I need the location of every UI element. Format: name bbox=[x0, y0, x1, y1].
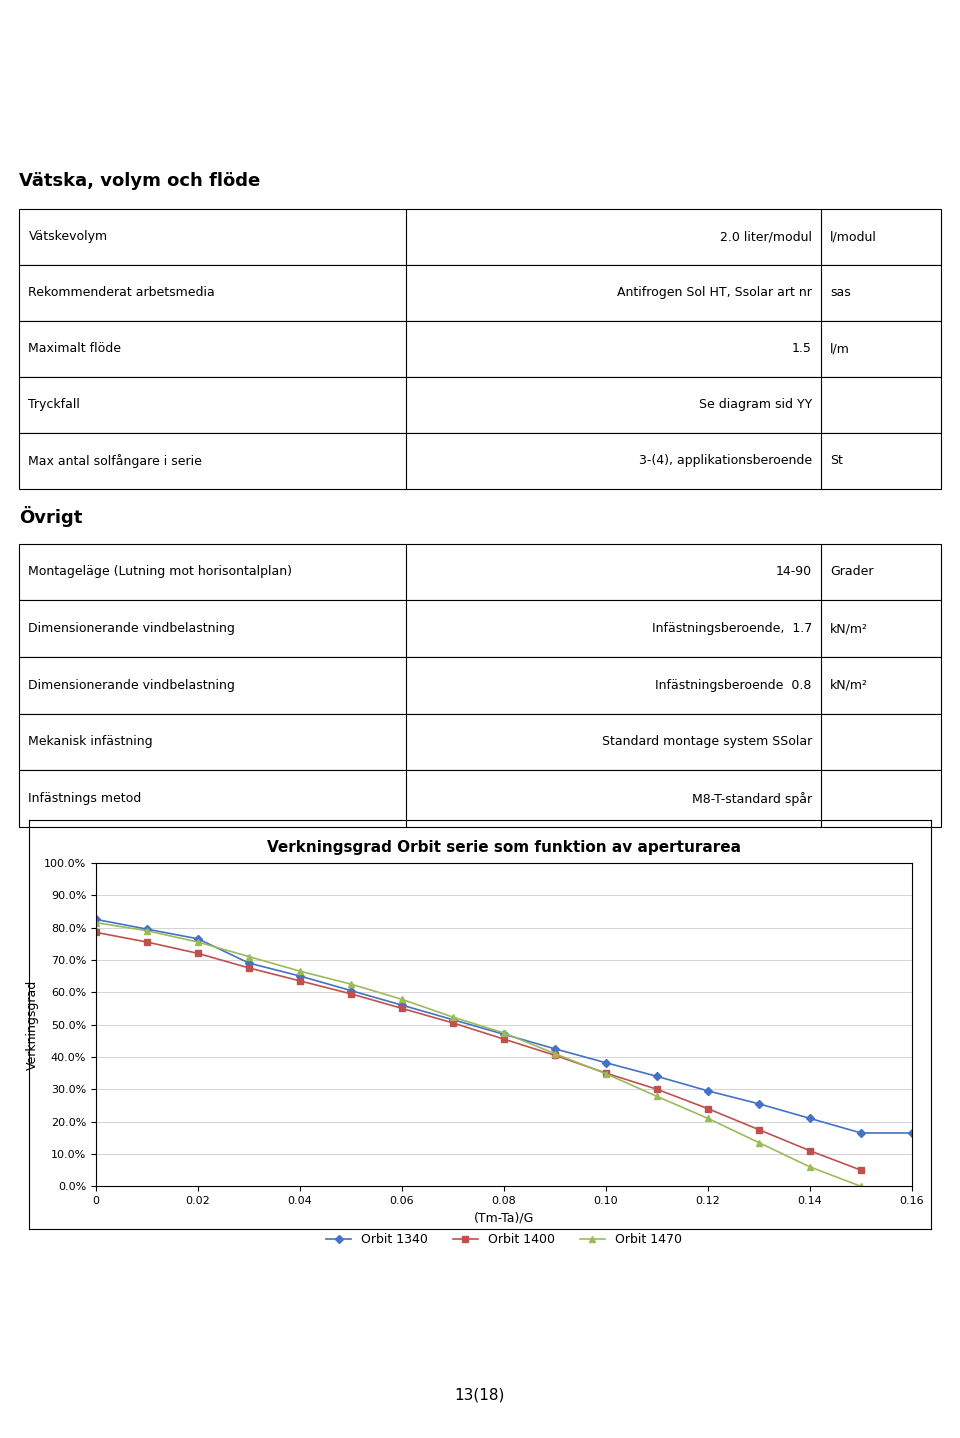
Text: 13(18): 13(18) bbox=[455, 1388, 505, 1402]
Orbit 1470 bbox=[396, 991, 408, 1008]
Text: kN/m²: kN/m² bbox=[830, 679, 868, 692]
Text: Dimensionerande vindbelastning: Dimensionerande vindbelastning bbox=[29, 679, 235, 692]
Text: Vätskevolym: Vätskevolym bbox=[29, 230, 108, 243]
Bar bbox=[19, 544, 941, 600]
Text: M8-T-standard spår: M8-T-standard spår bbox=[691, 791, 812, 805]
Orbit 1340 bbox=[396, 997, 408, 1014]
Bar bbox=[19, 209, 941, 265]
Line: Orbit 1470: Orbit 1470 bbox=[93, 920, 864, 1189]
Orbit 1470 bbox=[192, 933, 204, 951]
Bar bbox=[19, 433, 941, 489]
Orbit 1470 bbox=[243, 948, 254, 965]
X-axis label: (Tm-Ta)/G: (Tm-Ta)/G bbox=[474, 1212, 534, 1225]
Text: sas: sas bbox=[830, 286, 851, 299]
Orbit 1470 bbox=[294, 962, 305, 979]
Text: 1.5: 1.5 bbox=[792, 342, 812, 355]
Legend: Orbit 1340, Orbit 1400, Orbit 1470: Orbit 1340, Orbit 1400, Orbit 1470 bbox=[321, 1228, 687, 1251]
Orbit 1340 bbox=[651, 1067, 662, 1084]
Text: Övrigt: Övrigt bbox=[19, 506, 83, 526]
Bar bbox=[19, 657, 941, 713]
Orbit 1470 bbox=[141, 922, 153, 939]
Text: Se diagram sid YY: Se diagram sid YY bbox=[699, 398, 812, 411]
Bar bbox=[19, 600, 941, 657]
Orbit 1400 bbox=[243, 959, 254, 976]
Text: Vätska, volym och flöde: Vätska, volym och flöde bbox=[19, 173, 260, 190]
Orbit 1400 bbox=[141, 933, 153, 951]
Text: l/modul: l/modul bbox=[830, 230, 877, 243]
Orbit 1470 bbox=[549, 1045, 561, 1063]
Orbit 1470 bbox=[651, 1087, 662, 1104]
Text: 14-90: 14-90 bbox=[776, 565, 812, 578]
Orbit 1470 bbox=[855, 1178, 867, 1195]
Text: l/m: l/m bbox=[830, 342, 851, 355]
Orbit 1470 bbox=[754, 1135, 765, 1152]
Text: Dimensionerande vindbelastning: Dimensionerande vindbelastning bbox=[29, 623, 235, 636]
Text: Infästningsberoende  0.8: Infästningsberoende 0.8 bbox=[656, 679, 812, 692]
Orbit 1400 bbox=[192, 945, 204, 962]
Orbit 1340 bbox=[498, 1025, 510, 1043]
Bar bbox=[19, 321, 941, 377]
Orbit 1340 bbox=[447, 1011, 459, 1028]
Orbit 1400 bbox=[549, 1047, 561, 1064]
Orbit 1340 bbox=[141, 920, 153, 938]
Orbit 1340 bbox=[90, 910, 102, 928]
Orbit 1470 bbox=[600, 1066, 612, 1083]
Text: Montageläge (Lutning mot horisontalplan): Montageläge (Lutning mot horisontalplan) bbox=[29, 565, 293, 578]
Orbit 1340 bbox=[294, 968, 305, 985]
Orbit 1400 bbox=[804, 1142, 816, 1159]
Text: Grader: Grader bbox=[830, 565, 874, 578]
Text: St: St bbox=[830, 454, 843, 467]
Orbit 1400 bbox=[754, 1122, 765, 1139]
Orbit 1340 bbox=[855, 1125, 867, 1142]
Orbit 1470 bbox=[90, 915, 102, 932]
Text: Maximalt flöde: Maximalt flöde bbox=[29, 342, 121, 355]
Orbit 1340 bbox=[906, 1125, 918, 1142]
Y-axis label: Verkningsgrad: Verkningsgrad bbox=[26, 979, 38, 1070]
Orbit 1340 bbox=[600, 1054, 612, 1071]
Bar bbox=[19, 377, 941, 433]
Orbit 1340 bbox=[549, 1040, 561, 1057]
Orbit 1340 bbox=[243, 955, 254, 972]
Orbit 1470 bbox=[804, 1159, 816, 1176]
Orbit 1340 bbox=[804, 1110, 816, 1127]
Text: Infästnings metod: Infästnings metod bbox=[29, 792, 142, 805]
Orbit 1470 bbox=[447, 1008, 459, 1025]
Orbit 1400 bbox=[600, 1064, 612, 1081]
Line: Orbit 1340: Orbit 1340 bbox=[93, 916, 915, 1136]
Orbit 1340 bbox=[346, 982, 357, 999]
Text: Infästningsberoende,  1.7: Infästningsberoende, 1.7 bbox=[652, 623, 812, 636]
Text: Mekanisk infästning: Mekanisk infästning bbox=[29, 735, 153, 748]
Orbit 1400 bbox=[447, 1014, 459, 1031]
Orbit 1400 bbox=[855, 1162, 867, 1179]
Orbit 1400 bbox=[651, 1081, 662, 1099]
Orbit 1470 bbox=[346, 975, 357, 992]
Orbit 1400 bbox=[346, 985, 357, 1002]
Bar bbox=[19, 713, 941, 771]
Text: Antifrogen Sol HT, Ssolar art nr: Antifrogen Sol HT, Ssolar art nr bbox=[617, 286, 812, 299]
Text: Standard montage system SSolar: Standard montage system SSolar bbox=[602, 735, 812, 748]
Bar bbox=[19, 265, 941, 321]
Orbit 1400 bbox=[294, 972, 305, 989]
Orbit 1470 bbox=[703, 1110, 714, 1127]
Title: Verkningsgrad Orbit serie som funktion av aperturarea: Verkningsgrad Orbit serie som funktion a… bbox=[267, 840, 741, 854]
Orbit 1400 bbox=[90, 923, 102, 940]
Text: 3-(4), applikationsberoende: 3-(4), applikationsberoende bbox=[638, 454, 812, 467]
Orbit 1340 bbox=[703, 1083, 714, 1100]
Orbit 1340 bbox=[754, 1096, 765, 1113]
Orbit 1400 bbox=[498, 1031, 510, 1048]
Orbit 1340 bbox=[192, 930, 204, 948]
Text: 2.0 liter/modul: 2.0 liter/modul bbox=[720, 230, 812, 243]
Orbit 1400 bbox=[703, 1100, 714, 1117]
Text: Rekommenderat arbetsmedia: Rekommenderat arbetsmedia bbox=[29, 286, 215, 299]
Text: Tryckfall: Tryckfall bbox=[29, 398, 81, 411]
Orbit 1470 bbox=[498, 1024, 510, 1041]
Text: kN/m²: kN/m² bbox=[830, 623, 868, 636]
Text: Max antal solfångare i serie: Max antal solfångare i serie bbox=[29, 454, 203, 467]
Orbit 1400 bbox=[396, 999, 408, 1017]
Line: Orbit 1400: Orbit 1400 bbox=[93, 929, 864, 1173]
Bar bbox=[19, 771, 941, 827]
